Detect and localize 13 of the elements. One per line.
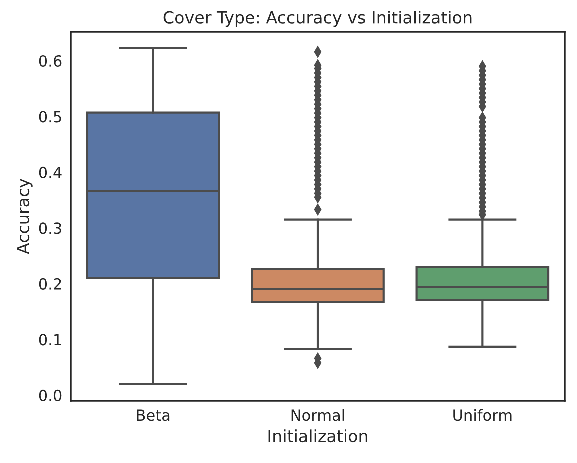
y-tick-label: 0.1 [39,334,62,346]
y-tick-label: 0.4 [39,166,62,178]
x-tick-label: Beta [137,410,170,422]
y-tick-label: 0.2 [39,278,62,290]
x-axis-title: Initialization [268,430,368,443]
y-tick-label: 0.5 [39,111,62,123]
y-tick-label: 0.6 [39,55,62,68]
x-tick-label: Normal [292,409,344,422]
y-tick-label: 0.0 [39,390,62,402]
y-tick-label: 0.3 [39,222,62,234]
y-axis-title: Accuracy [17,178,33,254]
chart-title: Cover Type: Accuracy vs Initialization [164,11,472,28]
x-tick-label: Uniform [454,409,512,422]
